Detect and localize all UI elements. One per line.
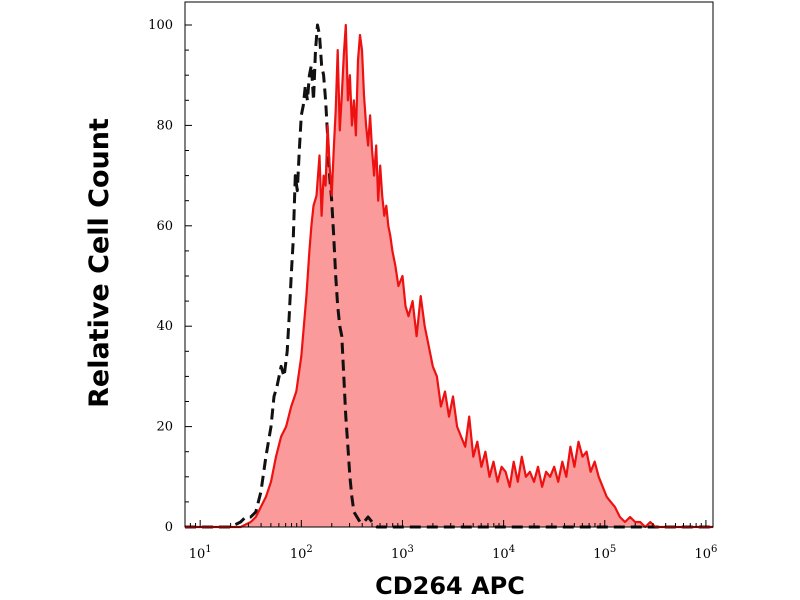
x-tick-base: 10 <box>492 547 509 562</box>
series-line-0 <box>185 23 713 529</box>
axes <box>184 1 714 528</box>
plot-frame <box>184 1 714 528</box>
x-tick-label: 106 <box>694 544 717 562</box>
y-tick-label: 60 <box>156 219 173 234</box>
x-tick-base: 10 <box>189 547 206 562</box>
series-area-1 <box>185 25 713 527</box>
series-line-1 <box>185 23 713 529</box>
plot-area <box>185 23 713 529</box>
y-axis-label: Relative Cell Count <box>84 118 115 408</box>
y-tick-label: 40 <box>156 319 173 334</box>
x-tick-exponent: 4 <box>509 544 515 555</box>
x-tick-exponent: 5 <box>610 544 616 555</box>
x-tick-exponent: 6 <box>711 544 717 555</box>
x-tick-label: 101 <box>189 544 212 562</box>
x-tick-base: 10 <box>290 547 307 562</box>
y-tick-label: 100 <box>148 18 173 33</box>
x-tick-base: 10 <box>694 547 711 562</box>
x-tick-exponent: 1 <box>205 544 211 555</box>
y-axis-label-text: Relative Cell Count <box>84 118 115 408</box>
x-tick-base: 10 <box>391 547 408 562</box>
x-tick-label: 103 <box>391 544 414 562</box>
x-tick-base: 10 <box>593 547 610 562</box>
x-axis-label: CD264 APC <box>375 572 525 600</box>
x-tick-exponent: 2 <box>306 544 312 555</box>
x-tick-label: 104 <box>492 544 515 562</box>
y-tick-label: 20 <box>156 420 173 435</box>
x-tick-label: 102 <box>290 544 313 562</box>
y-tick-label: 80 <box>156 118 173 133</box>
y-tick-label: 0 <box>165 520 173 535</box>
x-tick-label: 105 <box>593 544 616 562</box>
x-tick-exponent: 3 <box>408 544 414 555</box>
